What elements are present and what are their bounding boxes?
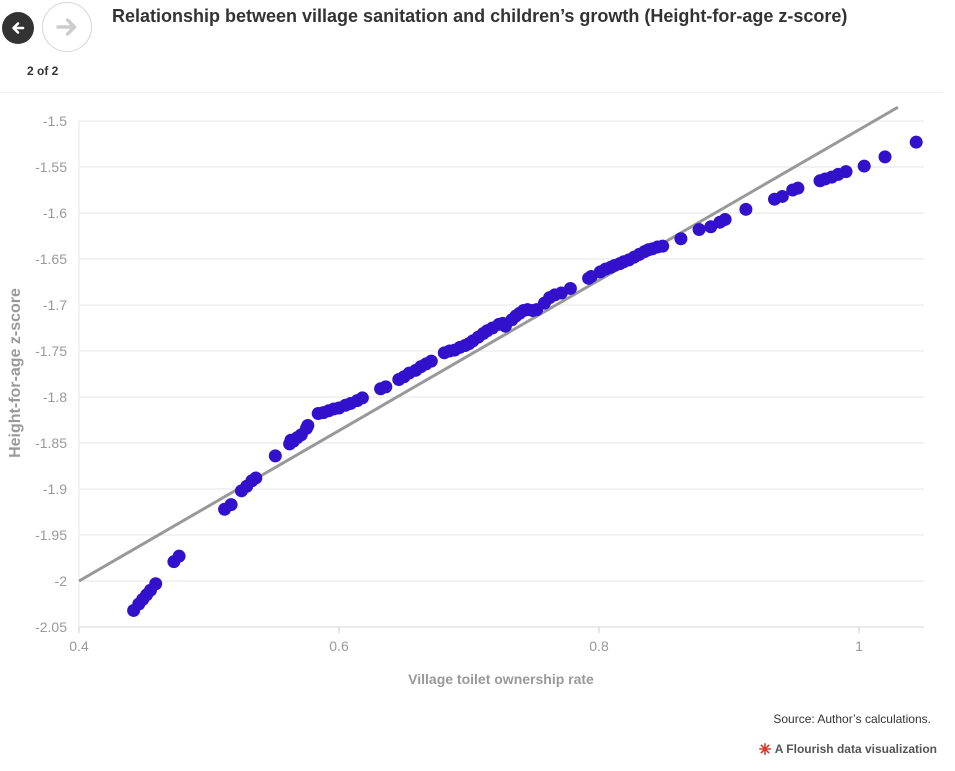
data-point[interactable] — [172, 549, 186, 563]
next-button[interactable] — [42, 2, 92, 52]
header-divider — [0, 92, 943, 93]
data-point[interactable] — [775, 189, 789, 203]
data-point[interactable] — [674, 232, 688, 246]
data-point[interactable] — [839, 165, 853, 179]
axis-ticks: -2.05 -2 -1.95 -1.9 -1.85 -1.8 -1.75 -1.7 -1.65 -… — [35, 113, 863, 654]
data-point[interactable] — [149, 577, 163, 591]
page-counter: 2 of 2 — [27, 64, 59, 78]
data-point[interactable] — [224, 498, 238, 512]
y-tick-label: -1.55 — [35, 159, 67, 175]
y-tick-label: -1.95 — [35, 527, 67, 543]
trend-line — [78, 105, 899, 583]
data-point[interactable] — [656, 239, 670, 253]
y-axis-label: Height-for-age z-score — [7, 288, 24, 458]
data-point[interactable] — [718, 212, 732, 226]
flourish-logo-icon — [758, 743, 771, 755]
y-tick-label: -1.65 — [35, 251, 67, 267]
back-button[interactable] — [2, 12, 34, 44]
data-point[interactable] — [424, 354, 438, 368]
data-point[interactable] — [791, 181, 805, 195]
page-title: Relationship between village sanitation … — [112, 6, 848, 26]
y-tick-label: -1.5 — [43, 113, 67, 129]
y-tick-label: -1.9 — [43, 481, 67, 497]
flourish-credit-text: A Flourish data visualization — [774, 742, 937, 756]
data-point[interactable] — [909, 135, 923, 149]
gridlines — [78, 120, 924, 628]
y-tick-label: -1.8 — [43, 389, 67, 405]
data-point[interactable] — [878, 150, 892, 164]
data-point[interactable] — [739, 202, 753, 216]
y-tick-label: -1.85 — [35, 435, 67, 451]
data-point[interactable] — [268, 449, 282, 463]
arrow-right-icon — [56, 18, 77, 36]
arrow-left-icon — [12, 22, 25, 34]
data-point[interactable] — [355, 391, 369, 405]
data-point[interactable] — [249, 471, 263, 485]
scatter-chart: -2.05 -2 -1.95 -1.9 -1.85 -1.8 -1.75 -1.7 -1.65 -… — [7, 105, 924, 687]
x-tick-label: 0.6 — [329, 638, 349, 654]
data-point[interactable] — [379, 380, 393, 394]
x-axis-label: Village toilet ownership rate — [408, 671, 594, 687]
y-tick-label: -2 — [55, 573, 68, 589]
y-tick-label: -2.05 — [35, 619, 67, 635]
y-tick-label: -1.75 — [35, 343, 67, 359]
source-note: Source: Author’s calculations. — [773, 712, 931, 726]
x-tick-label: 0.8 — [589, 638, 609, 654]
y-tick-label: -1.7 — [43, 297, 67, 313]
flourish-credit-link[interactable]: A Flourish data visualization — [758, 742, 937, 756]
data-point[interactable] — [857, 159, 871, 173]
y-tick-label: -1.6 — [43, 205, 67, 221]
data-point[interactable] — [692, 223, 706, 237]
data-point[interactable] — [563, 281, 577, 295]
data-point[interactable] — [301, 419, 315, 433]
x-tick-label: 1 — [855, 638, 863, 654]
x-tick-label: 0.4 — [69, 638, 89, 654]
data-points — [127, 135, 923, 617]
